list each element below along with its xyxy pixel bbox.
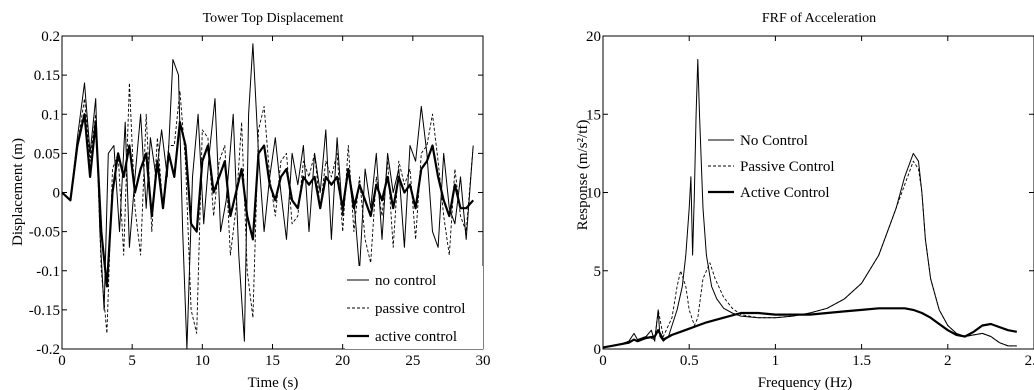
y-tick-label: -0.1	[36, 264, 60, 280]
chart-title: FRF of Acceleration	[762, 11, 876, 26]
x-tick-label: 10	[195, 353, 210, 369]
y-tick-label: 0.05	[34, 146, 60, 162]
x-tick-label: 25	[405, 353, 420, 369]
y-tick-labels: 20 15 10 5 0	[586, 29, 1034, 358]
y-tick-label: -0.15	[29, 303, 60, 319]
x-tick-label: 5	[128, 353, 136, 369]
y-tick-label: 15	[586, 107, 601, 123]
legend-label: active control	[375, 329, 457, 345]
legend-label: Passive Control	[740, 159, 835, 175]
series-line-no-control	[602, 59, 1017, 348]
y-tick-label: 0	[594, 342, 602, 358]
y-axis-label: Displacement (m)	[10, 138, 26, 246]
series-line-passive-control	[602, 160, 1017, 348]
y-tick-label: 5	[594, 264, 602, 280]
y-tick-label: -0.05	[29, 225, 60, 241]
y-tick-labels: 0.2 0.15 0.1 0.05 0 -0.05 -0.1 -0.15 -0.2	[29, 29, 483, 358]
legend: no control passive control active control	[345, 266, 483, 349]
x-tick-label: 2.5	[1025, 353, 1034, 369]
chart-title: Tower Top Displacement	[203, 11, 344, 26]
x-tick-labels: 0 5 10 15 20 25 30	[58, 36, 491, 369]
legend-label: no control	[375, 273, 436, 289]
series-line-active-control	[61, 113, 475, 288]
displacement-chart: Tower Top Displacement 0 5 10 15 20 25 30 0.20…	[10, 11, 491, 390]
legend: No Control Passive Control Active Control	[708, 133, 835, 201]
series-line-passive-control	[61, 82, 474, 334]
x-tick-label: 0	[599, 353, 607, 369]
frf-chart: FRF of Acceleration 0 0.5 1 1.5 2 2.5 20 15 10 5…	[575, 11, 1034, 390]
x-axis-label: Frequency (Hz)	[758, 375, 853, 390]
y-tick-label: 0.2	[41, 29, 60, 45]
x-tick-label: 1	[772, 353, 780, 369]
y-tick-label: 0.15	[34, 68, 60, 84]
series-line-no-control	[61, 43, 474, 350]
y-tick-label: 10	[586, 186, 601, 202]
x-tick-label: 0.5	[680, 353, 699, 369]
x-axis-label: Time (s)	[248, 375, 299, 390]
y-tick-label: -0.2	[36, 342, 60, 358]
x-tick-label: 30	[476, 353, 491, 369]
x-tick-label: 15	[265, 353, 280, 369]
legend-label: No Control	[740, 133, 808, 149]
y-tick-label: 0	[53, 186, 61, 202]
legend-label: passive control	[375, 301, 465, 317]
y-axis-label: Response (m/s²/tf)	[575, 120, 591, 231]
series-layer	[61, 43, 475, 350]
legend-label: Active Control	[740, 185, 830, 201]
x-tick-label: 0	[58, 353, 66, 369]
x-tick-labels: 0 0.5 1 1.5 2 2.5	[599, 36, 1034, 369]
series-layer	[602, 59, 1017, 349]
x-tick-label: 2	[944, 353, 952, 369]
y-tick-label: 20	[586, 29, 601, 45]
series-line-active-control	[602, 307, 1017, 349]
x-tick-label: 1.5	[852, 353, 871, 369]
x-tick-label: 20	[335, 353, 350, 369]
y-tick-label: 0.1	[41, 107, 60, 123]
